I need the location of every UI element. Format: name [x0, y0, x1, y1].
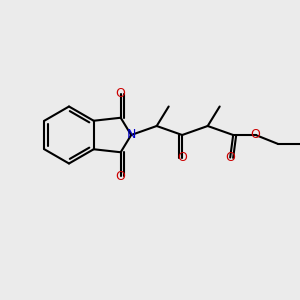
Text: N: N	[127, 128, 136, 142]
Text: O: O	[251, 128, 261, 142]
Text: O: O	[177, 151, 187, 164]
Text: O: O	[225, 151, 235, 164]
Text: O: O	[116, 170, 126, 183]
Text: O: O	[116, 87, 126, 100]
